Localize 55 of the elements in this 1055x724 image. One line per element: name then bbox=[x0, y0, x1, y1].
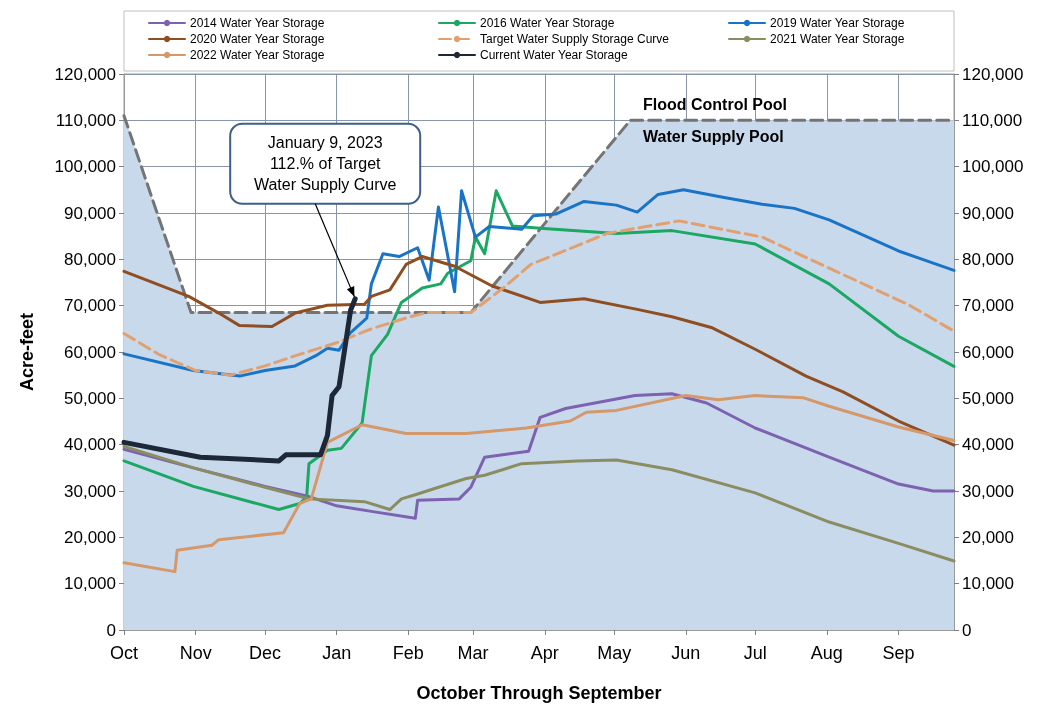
x-tick-label: Jun bbox=[671, 643, 701, 663]
annotation: January 9, 2023 112.% of Target Water Supply Curve bbox=[253, 134, 397, 194]
y-tick-label: 30,000 bbox=[64, 481, 116, 501]
y-tick-label: 70,000 bbox=[64, 296, 116, 316]
line-series bbox=[122, 394, 956, 574]
x-tick-label: Mar bbox=[457, 643, 489, 663]
y2-tick-label: 120,000 bbox=[962, 64, 1024, 84]
legend-label: 2021 Water Year Storage bbox=[770, 32, 905, 46]
y2-tick-label: 110,000 bbox=[962, 110, 1023, 130]
legend-label: 2014 Water Year Storage bbox=[190, 16, 325, 30]
legend-label: 2019 Water Year Storage bbox=[770, 16, 905, 30]
annotation: Water Supply Pool bbox=[643, 127, 784, 145]
line-series bbox=[122, 255, 956, 447]
x-axis-title: October Through September bbox=[416, 683, 662, 703]
x-tick-label: Sep bbox=[882, 643, 915, 663]
y-tick-label: 40,000 bbox=[64, 435, 116, 455]
x-tick-label: Apr bbox=[530, 643, 559, 663]
y-tick-label: 120,000 bbox=[54, 64, 116, 84]
y-tick-label: 10,000 bbox=[64, 574, 116, 594]
y-tick-label: 60,000 bbox=[64, 342, 116, 362]
legend-label: Current Water Year Storage bbox=[480, 48, 628, 62]
y-tick-label: 80,000 bbox=[64, 249, 116, 269]
line-series bbox=[122, 445, 956, 563]
y-tick-label: 100,000 bbox=[54, 157, 116, 177]
y2-tick-label: 20,000 bbox=[962, 527, 1014, 547]
y2-tick-label: 10,000 bbox=[962, 574, 1014, 594]
x-tick-label: Feb bbox=[392, 643, 424, 663]
x-tick-label: Jul bbox=[743, 643, 767, 663]
y-tick-label: 110,000 bbox=[55, 110, 116, 130]
y-tick-label: 90,000 bbox=[64, 203, 116, 223]
y2-tick-label: 50,000 bbox=[962, 388, 1014, 408]
legend-label: Target Water Supply Storage Curve bbox=[480, 32, 670, 46]
legend-label: 2016 Water Year Storage bbox=[480, 16, 615, 30]
y2-tick-label: 90,000 bbox=[962, 203, 1014, 223]
x-tick-label: Jan bbox=[322, 643, 352, 663]
x-tick-label: Oct bbox=[109, 643, 139, 663]
x-tick-label: Aug bbox=[810, 643, 843, 663]
y2-tick-label: 80,000 bbox=[962, 249, 1014, 269]
y2-tick-label: 40,000 bbox=[962, 435, 1014, 455]
x-tick-label: Nov bbox=[179, 643, 212, 663]
y2-tick-label: 100,000 bbox=[962, 157, 1024, 177]
x-tick-label: May bbox=[597, 643, 632, 663]
y2-tick-label: 60,000 bbox=[962, 342, 1014, 362]
y-axis-title: Acre-feet bbox=[17, 312, 37, 392]
y-tick-label: 50,000 bbox=[64, 388, 116, 408]
legend-label: 2022 Water Year Storage bbox=[190, 48, 325, 62]
line-series bbox=[122, 219, 956, 377]
y2-tick-label: 70,000 bbox=[962, 296, 1014, 316]
legend-label: 2020 Water Year Storage bbox=[190, 32, 325, 46]
y2-tick-label: 30,000 bbox=[962, 481, 1014, 501]
annotation: Flood Control Pool bbox=[643, 95, 787, 113]
y2-tick-label: 0 bbox=[962, 620, 972, 640]
x-tick-label: Dec bbox=[249, 643, 282, 663]
y-tick-label: 0 bbox=[106, 620, 116, 640]
y-tick-label: 20,000 bbox=[64, 527, 116, 547]
